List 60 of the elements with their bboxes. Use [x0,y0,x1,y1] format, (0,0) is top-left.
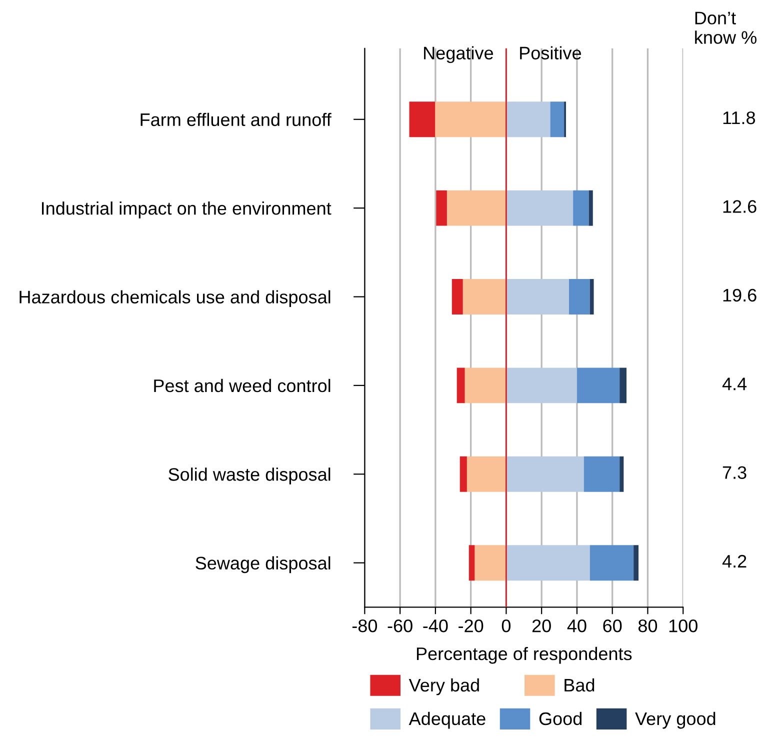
bar [584,456,620,492]
y-tick-label: Farm effluent and runoff [140,112,332,126]
bar [569,279,590,314]
text: Don’t know % [695,12,756,44]
bar [446,190,506,226]
bar [409,102,436,138]
bar [436,190,447,226]
bar [620,456,624,492]
text: 12.6 [723,200,756,213]
x-tick-label: -80 [352,619,378,632]
bar [573,190,589,226]
bar [464,368,506,404]
x-tick-label: -40 [423,619,448,632]
y-tick-label: Pest and weed control [154,378,330,392]
x-tick-label: 100 [669,619,698,632]
x-tick-label: 20 [532,619,551,632]
x-axis-title: Percentage of respondents [416,646,632,664]
x-tick-label: 0 [502,619,511,632]
bar [506,456,584,492]
bar [460,456,467,492]
text: 19.6 [723,288,756,302]
bar [435,102,506,138]
x-tick-label: 40 [567,619,586,632]
bar [590,279,594,314]
x-tick-label: -20 [458,619,484,632]
bar [550,102,564,138]
x-tick-label: 60 [603,619,622,632]
legend-label: Good [539,712,582,726]
bar [634,545,639,581]
bar [452,279,463,314]
bar [468,545,475,581]
bar [506,368,577,404]
legend-label: Very bad [408,678,479,696]
annotation: Negative [424,46,494,64]
bar [506,279,570,314]
y-tick-label: Sewage disposal [196,556,330,574]
y-tick-label: Solid waste disposal [168,468,330,484]
bar [588,190,593,226]
bar [506,102,550,138]
x-tick-label: -60 [388,619,412,632]
y-tick-label: Hazardous chemicals use and disposal [20,290,330,308]
bar [456,368,465,404]
legend-label: Bad [564,678,594,692]
annotation: Positive [520,46,582,60]
bar [576,368,620,404]
text: 7.3 [722,466,746,479]
bar [462,279,506,314]
bar [466,456,506,492]
y-tick-label: Industrial impact on the environment [42,202,332,218]
bar [506,190,574,226]
x-tick-label: 80 [638,619,658,632]
bar [590,545,634,581]
bar [506,545,590,581]
bar [474,545,506,581]
legend-label: Very good [635,712,716,729]
text: 4.4 [722,378,747,390]
text: 11.8 [723,111,756,124]
legend-label: Adequate [408,712,486,729]
text: 4.2 [722,554,746,568]
bar [620,368,626,404]
